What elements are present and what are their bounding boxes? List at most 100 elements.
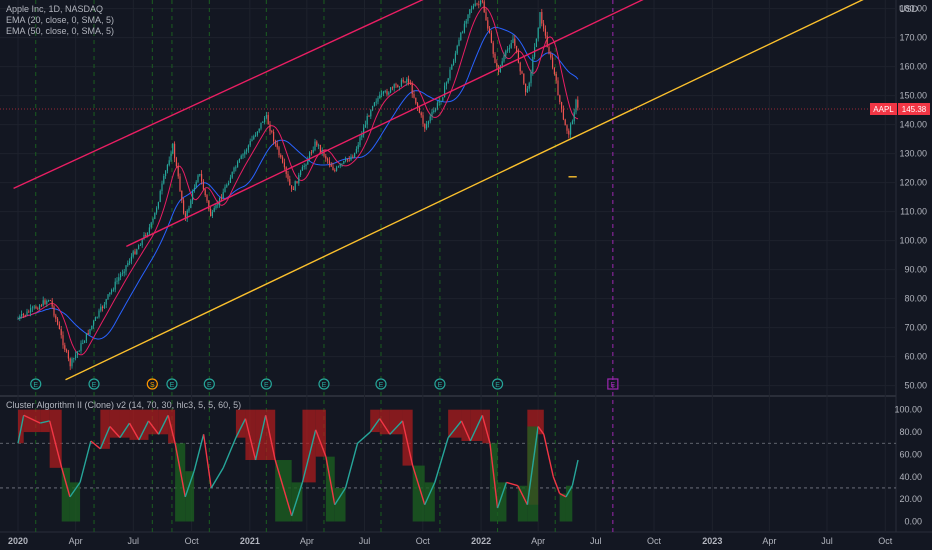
- x-tick-label: 2022: [471, 536, 491, 546]
- candle-body: [219, 197, 221, 205]
- candle-body: [381, 93, 383, 95]
- oscillator-segment: [537, 426, 545, 435]
- candle-body: [440, 100, 442, 102]
- overbought-zone: [302, 409, 316, 483]
- earnings-marker: [203, 378, 215, 390]
- candle-body: [568, 130, 570, 135]
- oscillator-segment: [543, 434, 554, 477]
- candle-body: [199, 174, 201, 176]
- candle-body: [382, 91, 384, 94]
- candle-body: [134, 251, 136, 255]
- candle-body: [310, 152, 312, 154]
- candle-body: [314, 141, 316, 151]
- overbought-zone: [389, 409, 403, 435]
- candle-body: [559, 95, 561, 103]
- ema50-legend[interactable]: EMA (50, close, 0, SMA, 5): [6, 26, 115, 36]
- candle-body: [573, 112, 575, 122]
- x-tick-label: Oct: [416, 536, 431, 546]
- candle-body: [490, 33, 492, 43]
- candle-body: [449, 69, 451, 79]
- candle-body: [148, 227, 150, 233]
- candle-body: [478, 4, 480, 6]
- candle-body: [114, 281, 116, 290]
- oscillator-segment: [379, 418, 391, 435]
- candle-body: [323, 150, 325, 157]
- oscillator-segment: [489, 443, 499, 509]
- candle-body: [40, 305, 42, 307]
- oscillator-segment: [412, 465, 426, 505]
- oscillator-segment: [481, 415, 491, 444]
- osc-tick-label: 20.00: [899, 494, 922, 504]
- ema20-legend[interactable]: EMA (20, close, 0, SMA, 5): [6, 15, 115, 25]
- candle-body: [359, 137, 361, 145]
- candle-body: [346, 158, 348, 160]
- candle-body: [303, 166, 305, 167]
- candle-body: [224, 186, 226, 193]
- x-tick-label: Jul: [821, 536, 833, 546]
- candle-body: [307, 159, 309, 165]
- candle-body: [127, 263, 129, 266]
- candle-body: [84, 340, 86, 344]
- y-tick-label: 180.00: [899, 4, 927, 14]
- candle-body: [145, 235, 147, 237]
- candle-body: [260, 122, 262, 129]
- candle-body: [321, 150, 323, 152]
- candle-body: [192, 190, 194, 201]
- candle-body: [395, 84, 397, 86]
- candle-body: [211, 211, 213, 217]
- candle-body: [55, 315, 57, 319]
- oscillator-segment: [254, 415, 267, 461]
- candle-body: [280, 155, 282, 158]
- oscillator: [17, 409, 579, 522]
- candle-body: [174, 143, 176, 159]
- x-tick-label: 2023: [702, 536, 722, 546]
- candle-body: [301, 166, 303, 171]
- overbought-zone: [158, 409, 169, 435]
- x-tick-label: Apr: [762, 536, 776, 546]
- overbought-zone: [148, 409, 159, 435]
- candle-body: [352, 156, 354, 158]
- candle-body: [210, 208, 212, 217]
- oversold-zone: [291, 482, 303, 522]
- candle-body: [528, 83, 530, 89]
- candle-body: [391, 87, 393, 89]
- candle-body: [327, 158, 329, 161]
- candle-body: [165, 170, 167, 176]
- earnings-marker: [434, 378, 446, 390]
- candle-body: [71, 358, 73, 367]
- oscillator-segment: [559, 492, 567, 498]
- earnings-marker-label: E: [92, 382, 97, 389]
- earnings-marker-label: E: [264, 382, 269, 389]
- oscillator-segment: [222, 437, 237, 469]
- candle-body: [93, 320, 95, 326]
- oscillator-segment: [447, 420, 462, 439]
- x-tick-label: Apr: [69, 536, 83, 546]
- candle-body: [390, 87, 392, 93]
- overbought-zone: [129, 409, 139, 440]
- indicator-title[interactable]: Cluster Algorithm II (Clone) v2 (14, 70,…: [6, 400, 242, 410]
- oversold-zone: [175, 443, 186, 522]
- candle-body: [39, 305, 41, 310]
- candle-body: [49, 300, 51, 302]
- candle-body: [170, 153, 172, 161]
- oscillator-segment: [235, 418, 247, 438]
- candle-body: [472, 5, 474, 9]
- candle-body: [399, 86, 401, 88]
- candle-body: [132, 251, 134, 257]
- candle-body: [451, 64, 453, 70]
- candle-body: [474, 3, 476, 6]
- candle-body: [94, 317, 96, 321]
- candle-body: [166, 164, 168, 171]
- candle-body: [397, 85, 399, 88]
- candle-body: [415, 97, 417, 104]
- candle-body: [82, 343, 84, 344]
- candle-body: [22, 314, 24, 315]
- candle-body: [354, 152, 356, 158]
- candle-body: [510, 43, 512, 48]
- symbol-title[interactable]: Apple Inc, 1D, NASDAQ: [6, 4, 104, 14]
- candle-body: [557, 80, 559, 96]
- candle-body: [379, 94, 381, 99]
- overbought-zone: [119, 409, 130, 438]
- candle-body: [193, 187, 195, 191]
